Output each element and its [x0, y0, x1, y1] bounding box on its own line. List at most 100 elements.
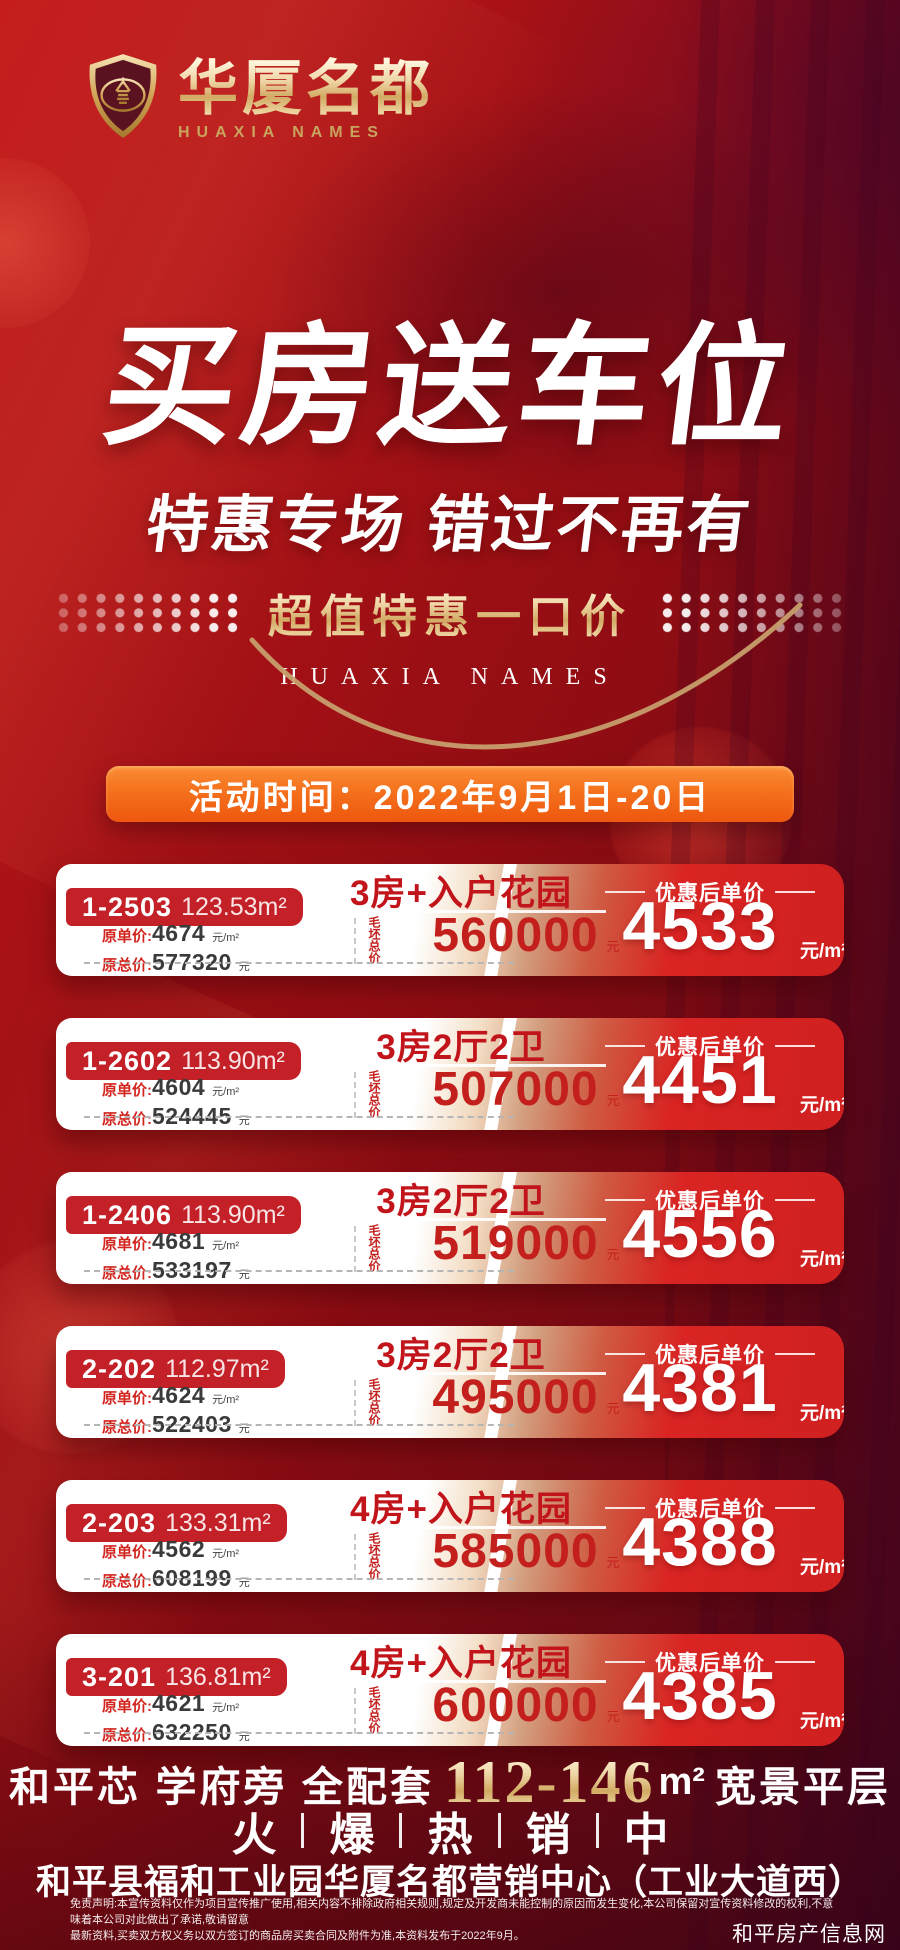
unit-tag: 3-201 136.81m² [66, 1658, 287, 1696]
discount-price: 4533 [622, 888, 778, 964]
header-line [605, 1507, 645, 1509]
rough-total-label: 毛坯总价 [367, 916, 381, 964]
unit-tag: 1-2406 113.90m² [66, 1196, 301, 1234]
orig-unit-suffix: 元/m² [212, 1548, 240, 1560]
type-underline [324, 1680, 606, 1683]
discount-price: 4451 [622, 1042, 778, 1118]
discount-unit-suffix: 元/m² [800, 1557, 844, 1578]
orig-total-suffix: 元 [238, 1577, 250, 1589]
orig-unit-value: 4674 [152, 920, 206, 946]
orig-total-suffix: 元 [238, 1269, 250, 1281]
listing-cards: 1-2503 123.53m² 3房+入户花园 原单价: 4674 元/m² 原总价… [56, 864, 844, 1788]
rough-total-suffix: 元 [606, 1093, 620, 1108]
rough-total: 495000 元 [390, 1370, 662, 1425]
rough-total-value: 585000 [432, 1525, 599, 1578]
type-underline [324, 1218, 606, 1221]
discount-price: 4556 [622, 1196, 778, 1272]
listing-card: 1-2406 113.90m² 3房2厅2卫 原单价: 4681 元/m² 原总价:… [56, 1172, 844, 1284]
dots-pattern-left [53, 590, 242, 635]
header-line [775, 1199, 815, 1201]
disclaimer-line-1: 免责声明:本宣传资料仅作为项目宣传推广使用,相关内容不排除政府相关规则,规定及开… [70, 1898, 834, 1926]
rough-total-suffix: 元 [606, 1709, 620, 1724]
rough-total: 600000 元 [390, 1678, 662, 1733]
rough-total: 519000 元 [390, 1216, 662, 1271]
discount-price: 4381 [622, 1350, 778, 1426]
vertical-dashed-divider [354, 1688, 356, 1734]
rough-total-suffix: 元 [606, 1247, 620, 1262]
header-line [605, 1661, 645, 1663]
rough-total-label: 毛坯总价 [367, 1686, 381, 1734]
type-underline [324, 910, 606, 913]
discount-label: 优惠后单价 [655, 1498, 765, 1521]
brand-name-en: HUAXIA NAMES [178, 123, 385, 141]
original-prices: 原单价: 4681 元/m² 原总价: 533197 元 [102, 1228, 250, 1284]
rough-total-value: 507000 [432, 1063, 599, 1116]
unit-area: 123.53m² [181, 892, 287, 921]
disclaimer-line-2: 最新资料,买卖双方权义务以双方签订的商品房买卖合同及附件为准,本资料发布于202… [70, 1930, 525, 1942]
orig-unit-suffix: 元/m² [212, 932, 240, 944]
header-line [605, 1353, 645, 1355]
unit-area: 112.97m² [165, 1354, 269, 1383]
discount-label: 优惠后单价 [655, 1036, 765, 1059]
header-line [605, 1045, 645, 1047]
tagline: 和平芯 学府旁 全配套 112-146 m² 宽景平层 [0, 1748, 900, 1817]
orig-unit-suffix: 元/m² [212, 1240, 240, 1252]
rough-total-label: 毛坯总价 [367, 1070, 381, 1118]
hero-subtitle: 特惠专场 错过不再有 [142, 491, 757, 560]
hot-sale-row: 火 爆 热 销 中 [0, 1798, 900, 1863]
hot-sale-char: 销 [525, 1809, 571, 1860]
discount-header: 优惠后单价 [596, 1031, 824, 1061]
unit-area: 136.81m² [165, 1662, 271, 1691]
watermark: 和平房产信息网 [732, 1923, 886, 1946]
deal-banner-text: 超值特惠一口价 [268, 580, 632, 645]
bottom-dashed-line [84, 1424, 514, 1426]
unit-number: 1-2406 [82, 1199, 173, 1230]
vertical-dashed-divider [354, 1226, 356, 1272]
listing-card: 1-2602 113.90m² 3房2厅2卫 原单价: 4604 元/m² 原总价:… [56, 1018, 844, 1130]
discount-header: 优惠后单价 [596, 1339, 824, 1369]
orig-total-suffix: 元 [238, 1731, 250, 1743]
unit-area: 113.90m² [181, 1046, 285, 1075]
discount-label: 优惠后单价 [655, 1190, 765, 1213]
discount-label: 优惠后单价 [655, 882, 765, 905]
bottom-dashed-line [84, 1270, 514, 1272]
orig-total-suffix: 元 [238, 961, 250, 973]
orig-unit-label: 原单价: [102, 1698, 152, 1715]
orig-unit-value: 4681 [152, 1228, 206, 1254]
rough-total-suffix: 元 [606, 1401, 620, 1416]
orig-total-label: 原总价: [102, 1111, 152, 1128]
unit-number: 1-2503 [82, 891, 173, 922]
tagline-area-range: 112-146 [443, 1749, 655, 1815]
rough-total-value: 600000 [432, 1679, 599, 1732]
shield-tower-emblem-icon [84, 52, 162, 145]
orig-unit-value: 4621 [152, 1690, 206, 1716]
discount-price: 4385 [622, 1658, 778, 1734]
discount-unit-suffix: 元/m² [800, 941, 844, 962]
unit-number: 1-2602 [82, 1045, 173, 1076]
orig-unit-suffix: 元/m² [212, 1086, 240, 1098]
type-underline [324, 1372, 606, 1375]
orig-unit-label: 原单价: [102, 1236, 152, 1253]
rough-total: 585000 元 [390, 1524, 662, 1579]
unit-area: 113.90m² [181, 1200, 285, 1229]
tagline-unit: m² [658, 1761, 705, 1803]
orig-total-label: 原总价: [102, 1419, 152, 1436]
bottom-dashed-line [84, 962, 514, 964]
room-type-label: 3房2厅2卫 [376, 1182, 546, 1221]
original-prices: 原单价: 4604 元/m² 原总价: 524445 元 [102, 1074, 250, 1130]
rough-total: 560000 元 [390, 908, 662, 963]
vertical-dashed-divider [354, 918, 356, 964]
orig-total-label: 原总价: [102, 1265, 152, 1282]
orig-total-label: 原总价: [102, 1727, 152, 1744]
unit-tag: 2-203 133.31m² [66, 1504, 287, 1542]
discount-header: 优惠后单价 [596, 1185, 824, 1215]
header-line [775, 1507, 815, 1509]
separator-bar [399, 1813, 403, 1848]
event-time-banner: 活动时间：2022年9月1日-20日 [106, 766, 794, 822]
rough-total-label: 毛坯总价 [367, 1224, 381, 1272]
bottom-dashed-line [84, 1578, 514, 1580]
unit-area: 133.31m² [165, 1508, 271, 1537]
discount-unit-suffix: 元/m² [800, 1403, 844, 1424]
rough-total-suffix: 元 [606, 1555, 620, 1570]
